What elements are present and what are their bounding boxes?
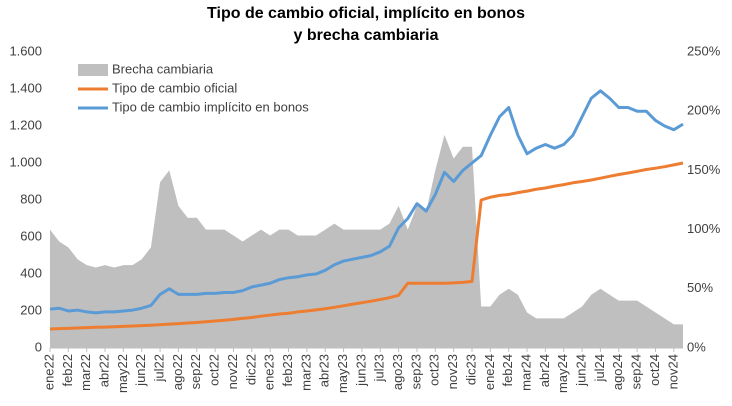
x-tick-label: ene24 [482,354,497,390]
x-tick-label: may23 [335,354,350,393]
legend-label: Tipo de cambio oficial [112,80,237,95]
x-tick-label: mar24 [518,354,533,391]
legend-swatch [78,64,108,76]
x-tick-label: ene23 [262,354,277,390]
y2-tick-label: 150% [687,162,721,177]
x-tick-label: feb23 [280,354,295,387]
x-tick-label: oct23 [427,354,442,386]
x-tick-label: oct24 [647,354,662,386]
y-tick-label: 200 [20,302,42,317]
y2-tick-label: 50% [687,280,713,295]
chart-title: y brecha cambiaria [294,27,439,44]
y-tick-label: 400 [20,265,42,280]
line [49,89,684,315]
x-tick-label: nov23 [445,354,460,389]
x-tick-label: jul24 [592,354,607,382]
x-tick-label: abr24 [537,354,552,387]
legend-label: Tipo de cambio implícito en bonos [112,99,309,114]
x-tick-label: feb24 [500,354,515,387]
x-tick-label: feb22 [60,354,75,387]
x-tick-label: ago24 [610,354,625,390]
x-tick-label: abr23 [317,354,332,387]
x-tick-label: may24 [555,354,570,393]
x-tick-label: jul22 [152,354,167,382]
y-tick-label: 1.200 [9,117,42,132]
legend-label: Brecha cambiaria [112,61,214,76]
x-tick-label: ago23 [390,354,405,390]
x-tick-label: jul23 [372,354,387,382]
x-tick-label: nov24 [665,354,680,389]
y-tick-label: 0 [35,339,42,354]
x-tick-label: mar23 [298,354,313,391]
x-tick-label: jun23 [353,354,368,387]
x-tick-label: abr22 [96,354,111,387]
x-tick-label: may22 [115,354,130,393]
x-tick-label: dic22 [243,354,258,385]
y2-tick-label: 0% [687,339,706,354]
y-tick-label: 600 [20,228,42,243]
y-tick-label: 1.400 [9,80,42,95]
x-tick-label: ene22 [41,354,56,390]
y-tick-label: 1.600 [9,43,42,58]
x-tick-label: sep22 [188,354,203,389]
x-tick-label: oct22 [207,354,222,386]
y2-tick-label: 100% [687,221,721,236]
area [50,134,683,348]
x-tick-label: jun22 [133,354,148,387]
chart-title: Tipo de cambio oficial, implícito en bon… [207,5,525,22]
x-tick-label: ago22 [170,354,185,390]
y-tick-label: 800 [20,191,42,206]
y-tick-label: 1.000 [9,154,42,169]
y2-tick-label: 250% [687,43,721,58]
x-tick-label: dic23 [463,354,478,385]
x-tick-label: jun24 [574,354,589,387]
x-tick-label: nov22 [225,354,240,389]
y2-tick-label: 200% [687,103,721,118]
line [49,161,684,331]
x-tick-label: mar22 [78,354,93,391]
x-tick-label: sep24 [629,354,644,389]
x-tick-label: sep23 [408,354,423,389]
